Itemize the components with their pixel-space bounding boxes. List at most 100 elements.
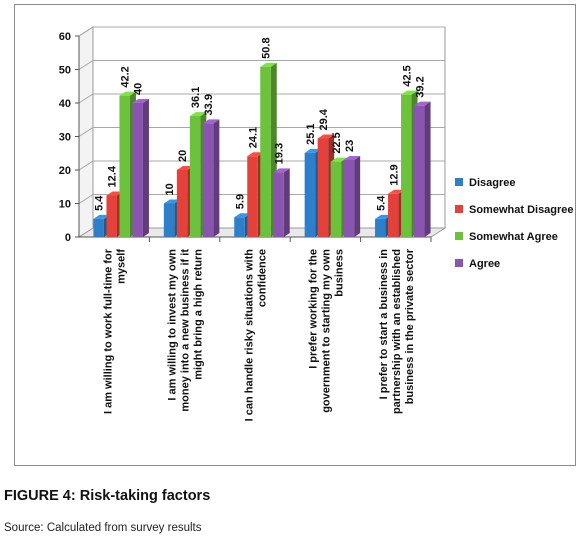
data-label: 5.4 [375,195,387,211]
bar [93,218,104,237]
bar [414,105,425,238]
bar-top [247,152,264,157]
y-tick-label: 40 [59,98,71,110]
bar-top [106,191,123,196]
bar [343,159,355,237]
data-label: 42.2 [120,66,132,87]
y-tick-label: 30 [59,132,71,144]
legend-swatch [455,178,463,186]
y-tick-label: 60 [59,31,71,43]
data-label: 50.8 [261,37,273,58]
bar [247,156,258,237]
gridline [78,93,445,104]
figure-caption: FIGURE 4: Risk-taking factors [4,488,211,504]
legend-swatch [455,205,463,213]
data-label: 22.5 [331,132,343,153]
data-label: 36.1 [190,87,202,108]
bar-top [317,134,335,139]
bar-top [414,101,431,106]
category-label: partnership with an established [391,249,403,414]
category-label: I am willing to work full-time for [103,248,115,414]
bar-side [354,155,361,237]
bar-top [93,214,110,219]
data-label: 25.1 [305,123,317,144]
legend-swatch [455,259,463,267]
bar-side [424,101,431,238]
gridline [78,60,445,70]
legend-label: Agree [469,258,500,270]
bar [119,95,130,237]
legend-label: Somewhat Agree [469,231,558,243]
bar [388,193,399,237]
y-tick-label: 10 [59,199,71,211]
bar-top [132,99,149,103]
data-label: 29.4 [318,108,330,130]
bar [189,116,201,237]
bar-top [388,189,405,194]
bar [401,94,412,237]
gridline [78,127,445,137]
data-label: 42.5 [401,65,413,86]
bar-side [213,119,220,237]
data-label: 39.2 [414,76,426,97]
category-label: government to starting my own [320,249,332,413]
data-label: 19.3 [274,143,286,164]
data-label: 5.9 [235,194,247,209]
bar-side [283,168,290,237]
data-label: 12.4 [107,165,119,187]
bar [260,66,271,237]
bar-top [260,62,277,67]
bar-top [234,213,251,218]
data-label: 20 [177,150,189,162]
bar [132,103,143,237]
bar-top [330,157,348,162]
bar-top [119,91,136,96]
data-label: 33.9 [203,94,215,115]
bar-top [273,168,290,173]
bar-top [189,112,207,117]
bar-top [343,155,361,160]
bar [330,161,342,237]
category-label: money into a new business if it [180,249,192,412]
chart-frame: 0 10 20 30 40 50 60 5.4 12.4 42.2 40 I am willing t… [14,4,576,466]
bar-top [202,119,220,124]
bar [375,218,386,237]
bar [317,138,329,237]
bar [234,217,245,237]
category-label: I prefer to start a business in [378,249,390,400]
bar-top [176,166,194,170]
data-label: 12.9 [388,164,400,185]
bar [273,172,284,237]
source-note: Source: Calculated from survey results [4,522,202,534]
category-label: confidence [257,249,269,307]
bar [163,203,175,237]
data-label: 24.1 [248,127,260,148]
category-label: I can handle risky situations with [244,249,256,422]
bar [202,123,214,237]
data-label: 10 [164,183,176,195]
bar [176,170,188,237]
bar [304,152,316,237]
category-label: business [333,249,345,297]
category-label: business in the private sector [404,248,416,404]
category-label: I prefer working for the [307,249,319,369]
bar [106,195,117,237]
gridline [78,26,445,37]
y-tick-label: 0 [65,232,71,244]
category-label: myself [116,249,128,284]
y-tick-label: 20 [59,165,71,177]
bar-top [304,148,322,153]
legend-swatch [455,232,463,240]
bar-side [142,99,149,237]
legend-label: Disagree [469,177,515,189]
category-label: I am willing to invest my own [167,249,179,401]
data-label: 40 [133,83,145,95]
legend-label: Somewhat Disagree [469,204,574,216]
data-label: 23 [344,140,356,152]
y-tick-label: 50 [59,65,71,77]
bar-top [163,199,181,204]
data-label: 5.4 [94,195,106,211]
category-label: might bring a high return [193,249,205,380]
bar-top [401,90,418,95]
